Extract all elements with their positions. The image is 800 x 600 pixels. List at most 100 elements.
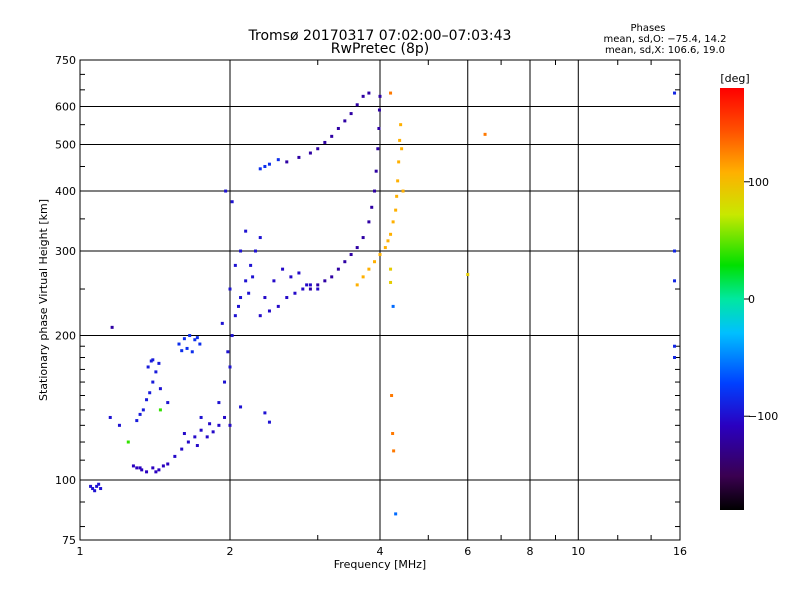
data-point	[182, 337, 186, 341]
data-point	[95, 484, 99, 488]
colorbar-ticks: 100 0 −100	[744, 176, 778, 423]
data-point	[186, 440, 190, 444]
data-point	[293, 291, 297, 295]
data-point	[361, 275, 365, 279]
data-point	[217, 401, 221, 405]
data-point	[223, 415, 227, 419]
data-point	[673, 344, 677, 348]
data-point	[161, 464, 165, 468]
data-point	[673, 249, 677, 253]
data-point	[267, 162, 271, 166]
y-tick-label: 600	[55, 101, 76, 114]
data-point	[323, 140, 327, 144]
data-point	[244, 279, 248, 283]
data-point	[330, 134, 334, 138]
data-point	[483, 132, 487, 136]
data-point	[244, 229, 248, 233]
colorbar-label: [deg]	[720, 72, 749, 85]
data-point	[276, 304, 280, 308]
data-point	[236, 304, 240, 308]
data-point	[401, 189, 405, 193]
data-point	[373, 189, 377, 193]
data-point	[131, 464, 135, 468]
data-point	[193, 338, 197, 342]
data-point	[377, 108, 381, 112]
data-point	[343, 119, 347, 123]
data-point	[145, 470, 149, 474]
data-point	[330, 275, 334, 279]
y-tick-label: 300	[55, 245, 76, 258]
data-point	[233, 314, 237, 318]
data-point	[217, 423, 221, 427]
data-point	[376, 147, 380, 151]
data-point	[230, 200, 234, 204]
data-point	[154, 370, 158, 374]
chart-subtitle: RwPretec (8p)	[331, 41, 429, 57]
data-point	[297, 271, 301, 275]
data-point	[323, 279, 327, 283]
data-point	[110, 325, 114, 329]
data-point	[89, 484, 93, 488]
data-point	[228, 423, 232, 427]
data-point	[228, 287, 232, 291]
data-point	[151, 380, 155, 384]
data-point	[182, 432, 186, 436]
data-point	[149, 359, 153, 363]
data-point	[141, 408, 145, 412]
data-point	[377, 126, 381, 130]
data-point	[177, 342, 181, 346]
colorbar-tick-label: −100	[748, 410, 778, 423]
data-point	[247, 291, 251, 295]
data-point	[399, 123, 403, 127]
data-point	[140, 468, 144, 472]
data-point	[673, 91, 677, 95]
data-point	[305, 283, 309, 287]
data-point	[297, 155, 301, 159]
chart-title: Tromsø 20170317 07:02:00–07:03:43	[248, 28, 512, 44]
data-point	[258, 167, 262, 171]
data-point	[285, 160, 289, 164]
data-point	[188, 334, 192, 338]
axis-ticks: 1 2 4 6 8 10 16 75 100 200 300 400 500 600 750	[55, 54, 687, 558]
data-point	[301, 287, 305, 291]
y-tick-label: 75	[62, 534, 76, 547]
data-point	[263, 411, 267, 415]
data-point	[285, 296, 289, 300]
data-point	[138, 412, 142, 416]
data-point	[378, 94, 382, 98]
data-point	[673, 279, 677, 283]
data-point	[151, 358, 155, 362]
data-point	[180, 447, 184, 451]
y-tick-label: 500	[55, 139, 76, 152]
data-point	[263, 296, 267, 300]
data-point	[166, 401, 170, 405]
y-tick-label: 400	[55, 185, 76, 198]
colorbar-tick-label: 0	[748, 293, 755, 306]
data-point	[185, 346, 189, 350]
data-point	[394, 512, 398, 516]
data-point	[308, 283, 312, 287]
data-point	[378, 253, 382, 257]
data-point	[349, 253, 353, 257]
data-point	[148, 391, 152, 395]
data-point	[258, 236, 262, 240]
data-point	[97, 482, 101, 486]
data-point	[336, 267, 340, 271]
data-point	[151, 466, 155, 470]
data-point	[190, 350, 194, 354]
data-point	[211, 430, 215, 434]
data-point	[99, 487, 103, 491]
data-point	[361, 236, 365, 240]
colorbar-tick-label: 100	[748, 176, 769, 189]
data-point	[173, 454, 177, 458]
x-axis-label: Frequency [MHz]	[334, 558, 426, 571]
y-tick-label: 200	[55, 330, 76, 343]
data-point	[276, 158, 280, 162]
data-point	[117, 423, 121, 427]
colorbar	[720, 88, 744, 510]
y-tick-label: 100	[55, 474, 76, 487]
data-point	[239, 296, 243, 300]
data-point	[154, 470, 158, 474]
grid-lines	[80, 60, 680, 540]
data-point	[258, 314, 262, 318]
